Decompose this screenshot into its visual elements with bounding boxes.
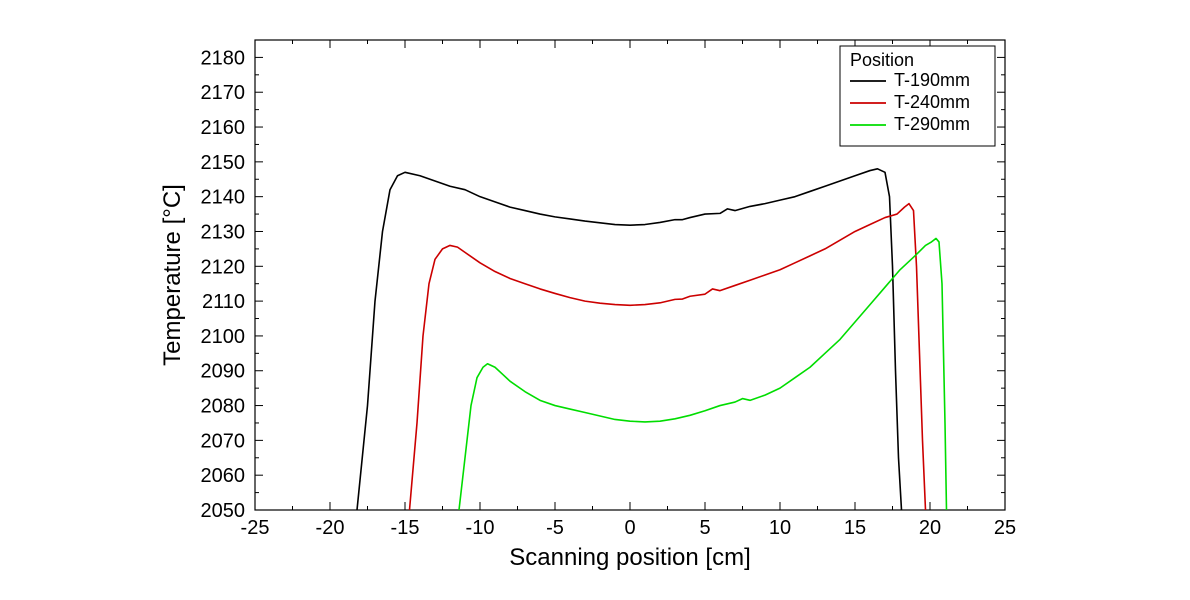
line-chart: -25-20-15-10-505101520252050206020702080…: [0, 0, 1190, 600]
svg-text:-20: -20: [316, 517, 345, 539]
svg-text:T-240mm: T-240mm: [894, 92, 970, 112]
series-T-290mm: [459, 238, 947, 510]
svg-text:2120: 2120: [201, 256, 246, 278]
series-T-240mm: [410, 204, 926, 510]
svg-text:2090: 2090: [201, 361, 246, 383]
svg-text:-10: -10: [466, 517, 495, 539]
svg-text:2150: 2150: [201, 152, 246, 174]
svg-text:15: 15: [844, 517, 866, 539]
svg-text:2070: 2070: [201, 430, 246, 452]
svg-text:2100: 2100: [201, 326, 246, 348]
svg-text:0: 0: [624, 517, 635, 539]
svg-text:2050: 2050: [201, 500, 246, 522]
svg-text:2170: 2170: [201, 82, 246, 104]
series-T-190mm: [357, 169, 902, 510]
svg-text:-15: -15: [391, 517, 420, 539]
svg-text:20: 20: [919, 517, 941, 539]
svg-text:2180: 2180: [201, 47, 246, 69]
svg-text:2160: 2160: [201, 117, 246, 139]
svg-text:Scanning position [cm]: Scanning position [cm]: [509, 544, 750, 571]
svg-text:2110: 2110: [202, 291, 245, 313]
svg-text:2080: 2080: [201, 396, 246, 418]
svg-text:2060: 2060: [201, 465, 246, 487]
svg-text:T-290mm: T-290mm: [894, 114, 970, 134]
svg-text:-5: -5: [546, 517, 564, 539]
svg-text:25: 25: [994, 517, 1016, 539]
svg-text:2130: 2130: [201, 221, 246, 243]
svg-text:Position: Position: [850, 50, 914, 70]
svg-text:10: 10: [769, 517, 791, 539]
chart-container: -25-20-15-10-505101520252050206020702080…: [0, 0, 1190, 600]
svg-text:5: 5: [699, 517, 710, 539]
svg-text:Temperature [°C]: Temperature [°C]: [159, 184, 186, 366]
svg-text:T-190mm: T-190mm: [894, 70, 970, 90]
svg-text:2140: 2140: [201, 187, 246, 209]
